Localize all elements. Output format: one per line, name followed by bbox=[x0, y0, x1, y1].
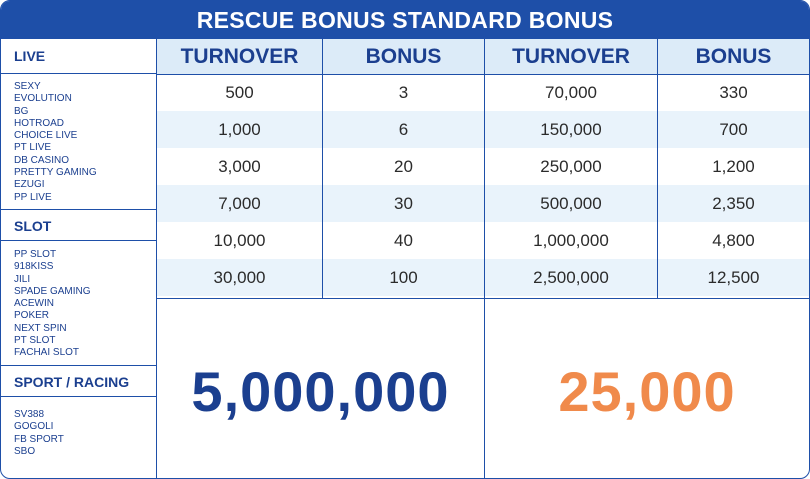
list-item: NEXT SPIN bbox=[14, 322, 67, 334]
table-cell: 40 bbox=[394, 231, 413, 250]
list-item: SEXY bbox=[14, 81, 41, 92]
list-item: CHOICE LIVE bbox=[14, 130, 78, 142]
table-cell: 3 bbox=[398, 83, 409, 102]
section-heading-slot: SLOT bbox=[1, 209, 156, 241]
list-item: POKER bbox=[14, 310, 50, 322]
row-stripe bbox=[157, 185, 809, 222]
section-heading-sport-racing: SPORT / RACING bbox=[1, 365, 156, 397]
list-item: PT LIVE bbox=[14, 142, 52, 154]
provider-sidebar: LIVE SEXY EVOLUTION BG HOTROAD CHOICE LI… bbox=[1, 39, 157, 478]
list-item: PT SLOT bbox=[14, 335, 56, 347]
bonus-grid: TURNOVER BONUS TURNOVER BONUS 500 3 70,000… bbox=[157, 39, 809, 299]
list-item: EVOLUTION bbox=[14, 93, 72, 105]
table-cell: 1,200 bbox=[712, 157, 755, 176]
list-item: PP LIVE bbox=[14, 191, 52, 203]
list-item: SPADE GAMING bbox=[14, 285, 91, 297]
table-cell: 100 bbox=[389, 268, 418, 287]
column-divider bbox=[657, 39, 658, 299]
list-item: JILI bbox=[14, 273, 31, 285]
list-item: GOGOLI bbox=[14, 421, 54, 433]
list-item: PP SLOT bbox=[14, 249, 57, 260]
table-cell: 500,000 bbox=[540, 194, 602, 213]
section-heading-live: LIVE bbox=[1, 39, 156, 74]
table-cell: 330 bbox=[719, 83, 748, 102]
list-item: PRETTY GAMING bbox=[14, 167, 97, 179]
table-cell: 2,500,000 bbox=[533, 268, 609, 287]
column-header-turnover: TURNOVER bbox=[485, 39, 657, 74]
table-cell: 30 bbox=[394, 194, 413, 213]
table-cell: 6 bbox=[398, 120, 409, 139]
list-item: ACEWIN bbox=[14, 298, 54, 310]
table-cell: 10,000 bbox=[213, 231, 266, 250]
list-item: SBO bbox=[14, 445, 36, 457]
sport-provider-list: SV388 GOGOLI FB SPORT SBO bbox=[14, 409, 154, 458]
table-cell: 150,000 bbox=[540, 120, 602, 139]
table-cell: 70,000 bbox=[545, 83, 597, 102]
table-cell: 30,000 bbox=[213, 268, 266, 287]
table-cell: 1,000 bbox=[218, 120, 261, 139]
table-cell: 1,000,000 bbox=[533, 231, 609, 250]
header-divider bbox=[157, 74, 809, 75]
live-provider-list: SEXY EVOLUTION BG HOTROAD CHOICE LIVE PT… bbox=[14, 81, 154, 204]
list-item: DB CASINO bbox=[14, 154, 70, 166]
max-turnover-value: 5,000,000 bbox=[191, 360, 450, 423]
page-title: RESCUE BONUS STANDARD BONUS bbox=[1, 1, 809, 39]
list-item: HOTROAD bbox=[14, 117, 64, 129]
column-header-bonus: BONUS bbox=[658, 39, 809, 74]
column-header-bonus: BONUS bbox=[323, 39, 484, 74]
slot-provider-list: PP SLOT 918KISS JILI SPADE GAMING ACEWIN… bbox=[14, 249, 154, 360]
list-item: EZUGI bbox=[14, 179, 45, 191]
row-stripe bbox=[157, 111, 809, 148]
list-item: FB SPORT bbox=[14, 433, 64, 445]
table-cell: 250,000 bbox=[540, 157, 602, 176]
row-stripe bbox=[157, 259, 809, 296]
column-divider bbox=[322, 39, 323, 299]
list-item: BG bbox=[14, 105, 29, 117]
table-cell: 2,350 bbox=[712, 194, 755, 213]
column-header-turnover: TURNOVER bbox=[157, 39, 322, 74]
list-item: SV388 bbox=[14, 409, 45, 420]
list-item: 918KISS bbox=[14, 261, 54, 273]
list-item: FACHAI SLOT bbox=[14, 347, 80, 359]
column-divider bbox=[484, 39, 485, 478]
table-cell: 4,800 bbox=[712, 231, 755, 250]
table-cell: 700 bbox=[719, 120, 748, 139]
max-bonus-value: 25,000 bbox=[558, 360, 736, 423]
table-cell: 500 bbox=[225, 83, 254, 102]
table-cell: 3,000 bbox=[218, 157, 261, 176]
table-cell: 20 bbox=[394, 157, 413, 176]
table-cell: 12,500 bbox=[707, 268, 760, 287]
table-divider bbox=[157, 298, 809, 299]
table-cell: 7,000 bbox=[218, 194, 261, 213]
